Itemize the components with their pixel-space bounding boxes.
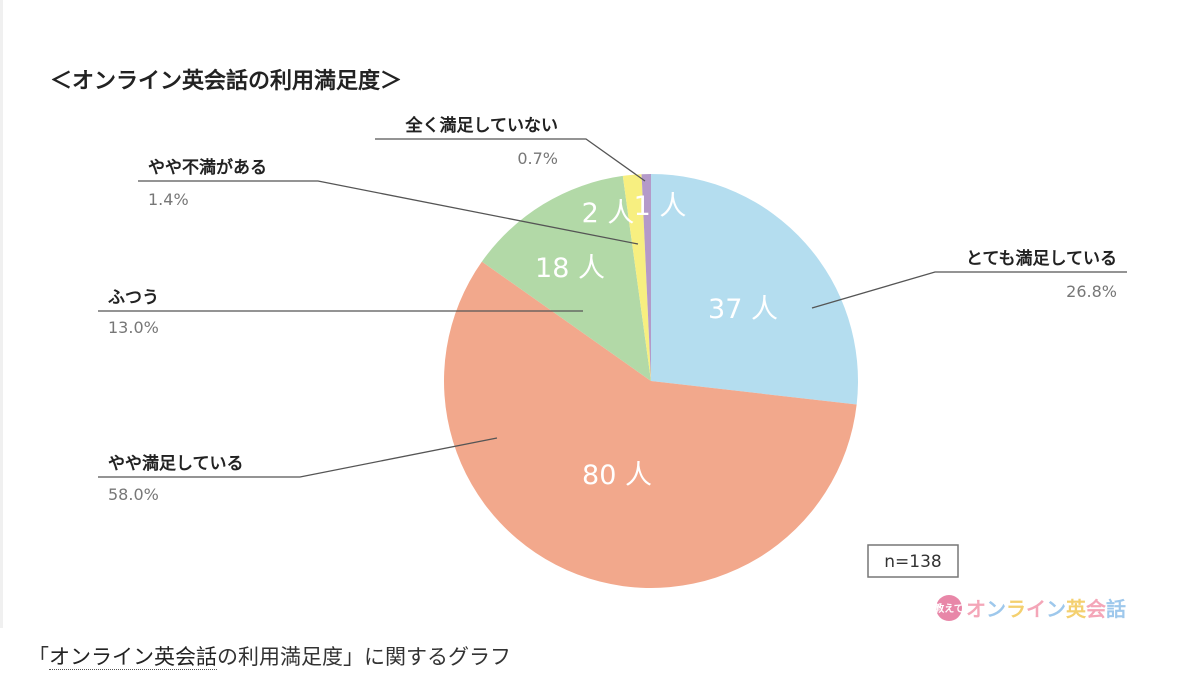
watermark-text: オンライン英会話 bbox=[966, 597, 1126, 621]
pie-slice-somewhat-dissatisfied bbox=[622, 174, 651, 381]
pie-slices bbox=[444, 174, 858, 588]
percent-label-very-satisfied: 26.8% bbox=[1066, 282, 1117, 301]
watermark-logo: 教えて オンライン英会話 bbox=[933, 595, 1126, 621]
caption-link[interactable]: オンライン英会話 bbox=[49, 645, 217, 670]
watermark-char: ラ bbox=[1006, 597, 1026, 621]
pie-slice-somewhat-satisfied bbox=[444, 261, 857, 588]
leader-line-very-satisfied bbox=[811, 271, 1127, 309]
slice-value-not-satisfied: 1 人 bbox=[634, 191, 687, 222]
leader-line-somewhat-satisfied bbox=[98, 437, 498, 478]
slice-value-very-satisfied: 37 人 bbox=[708, 294, 778, 325]
watermark-char: ン bbox=[986, 597, 1006, 621]
sample-size-frame bbox=[867, 544, 959, 578]
slice-value-somewhat-dissatisfied: 2 人 bbox=[582, 198, 635, 229]
category-label-not-satisfied: 全く満足していない bbox=[405, 115, 559, 136]
percent-label-somewhat-satisfied: 58.0% bbox=[108, 485, 159, 504]
percent-label-somewhat-dissatisfied: 1.4% bbox=[148, 190, 189, 209]
figure-caption: 「オンライン英会話の利用満足度」に関するグラフ bbox=[28, 641, 511, 671]
sample-size-box: n=138 bbox=[867, 544, 959, 578]
leader-line-somewhat-dissatisfied bbox=[138, 180, 639, 245]
leader-lines bbox=[98, 138, 1127, 478]
caption-rest: の利用満足度」に関するグラフ bbox=[217, 645, 511, 669]
caption-open-bracket: 「 bbox=[28, 645, 49, 669]
slice-value-neutral: 18 人 bbox=[535, 253, 605, 284]
category-label-neutral: ふつう bbox=[108, 288, 159, 308]
chart-title: ＜オンライン英会話の利用満足度＞ bbox=[50, 68, 402, 94]
watermark-char: 会 bbox=[1086, 597, 1106, 621]
chart-card: ＜オンライン英会話の利用満足度＞ とても満足している 26.8% やや満足している 5… bbox=[0, 0, 1127, 628]
category-label-somewhat-dissatisfied: やや不満がある bbox=[148, 157, 267, 178]
pie-slice-neutral bbox=[481, 175, 651, 381]
left-border bbox=[0, 0, 3, 628]
watermark-char: オ bbox=[966, 597, 986, 621]
sample-size-text: n=138 bbox=[884, 552, 941, 572]
category-label-very-satisfied: とても満足している bbox=[966, 248, 1117, 269]
watermark-badge-text: 教えて bbox=[933, 602, 964, 615]
watermark-char: イ bbox=[1026, 597, 1046, 621]
watermark-char: 話 bbox=[1106, 597, 1126, 621]
percent-label-neutral: 13.0% bbox=[108, 318, 159, 337]
watermark-badge bbox=[936, 595, 962, 621]
pie-slice-not-satisfied bbox=[641, 174, 651, 381]
watermark-char: ン bbox=[1046, 597, 1066, 621]
category-label-somewhat-satisfied: やや満足している bbox=[108, 453, 244, 474]
leader-line-not-satisfied bbox=[375, 138, 646, 182]
pie-slice-very-satisfied bbox=[651, 174, 858, 405]
watermark-char: 英 bbox=[1066, 597, 1087, 621]
percent-label-not-satisfied: 0.7% bbox=[517, 149, 558, 168]
category-labels: とても満足している 26.8% やや満足している 58.0% ふつう 13.0% やや不満が… bbox=[108, 115, 1117, 504]
pie-chart: ＜オンライン英会話の利用満足度＞ とても満足している 26.8% やや満足している 5… bbox=[50, 68, 1127, 621]
slice-value-somewhat-satisfied: 80 人 bbox=[582, 460, 652, 491]
